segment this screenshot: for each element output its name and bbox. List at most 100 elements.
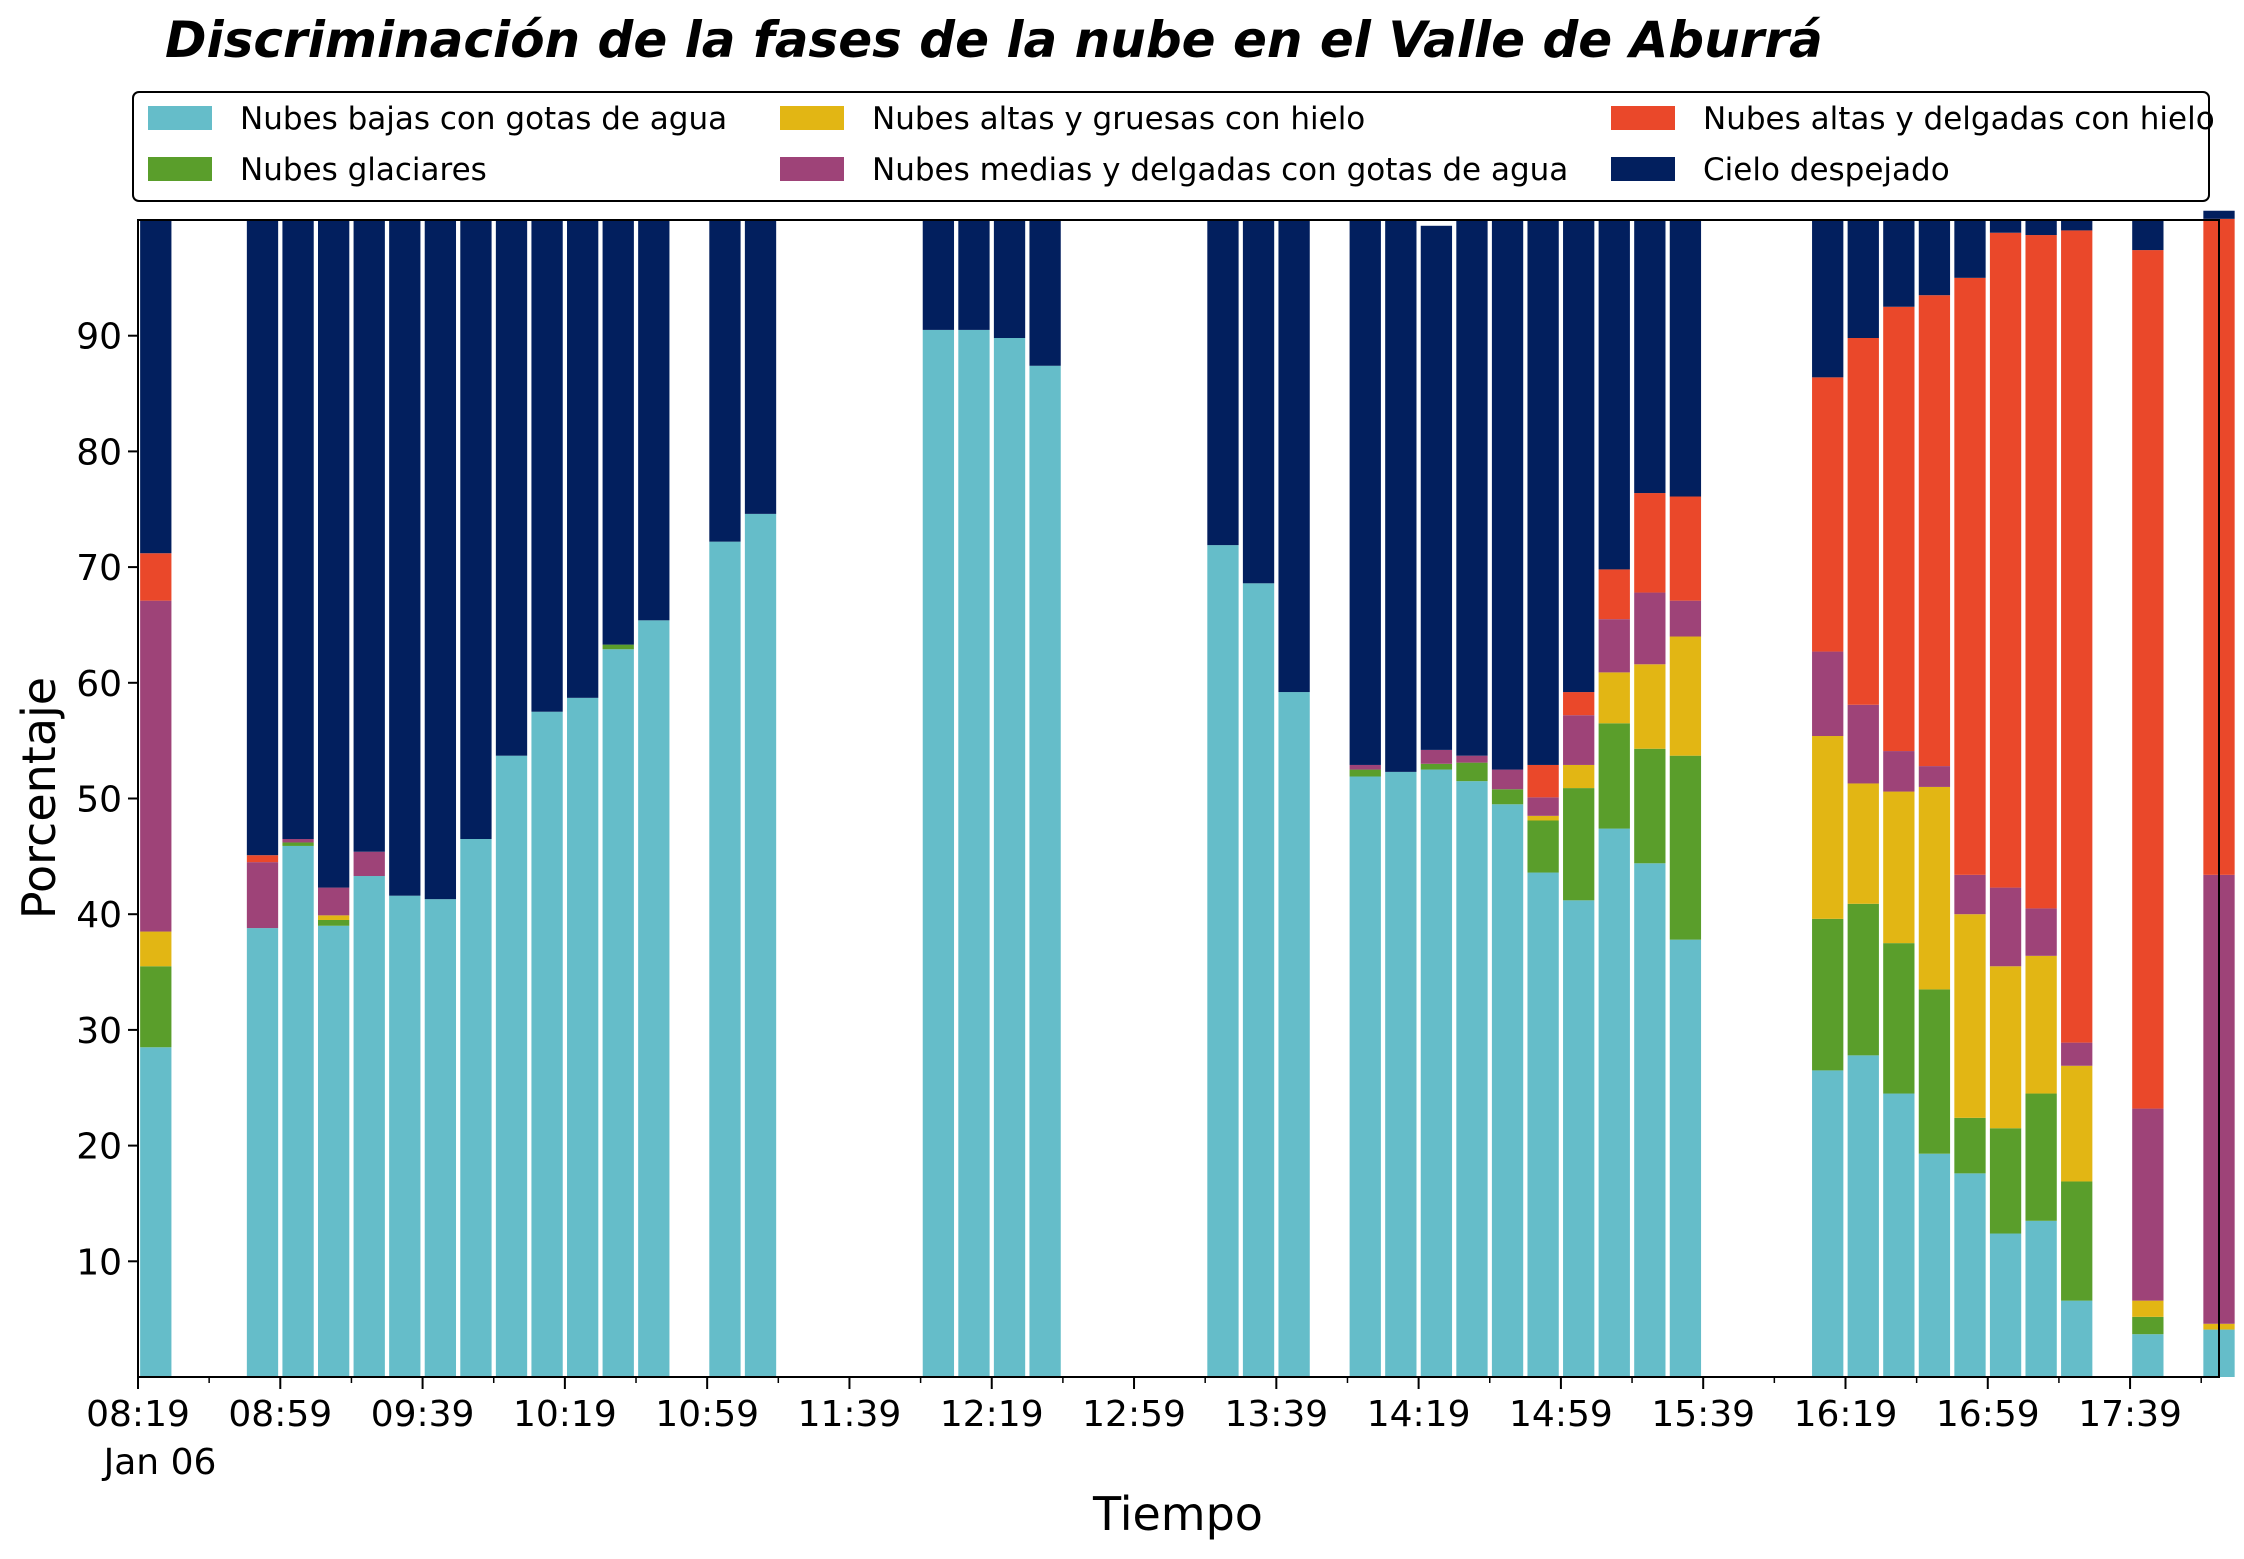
bar-segment-nubes-bajas-con-gotas-de-agua-0819 [140,1047,172,1377]
bar-segment-nubes-bajas-con-gotas-de-agua-1719 [2061,1300,2093,1377]
x-tick-label-1139: 11:39 [798,1394,902,1435]
x-tick-label-1459: 14:59 [1509,1394,1613,1435]
bar-segment-nubes-altas-y-delgadas-con-hielo-1739 [2132,250,2164,1109]
bar-segment-nubes-altas-y-gruesas-con-hielo-1609 [1812,736,1844,919]
bar-segment-nubes-altas-y-gruesas-con-hielo-1659 [1989,966,2022,1129]
bar-segment-nubes-medias-y-delgadas-con-gotas-de-agua-1519 [1634,592,1666,665]
bar-segment-nubes-altas-y-gruesas-con-hielo-1629 [1883,791,1915,944]
bar-segment-nubes-altas-y-delgadas-con-hielo-1459 [1563,692,1595,716]
y-tick-label-90: 90 [76,317,122,358]
bar-segment-nubes-altas-y-delgadas-con-hielo-1509 [1598,569,1630,620]
bar-segment-nubes-glaciares-1719 [2061,1181,2093,1301]
bar-segment-cielo-despejado-1029 [602,220,634,645]
bar-segment-nubes-glaciares-1529 [1669,755,1702,940]
bar-segment-nubes-glaciares-1459 [1563,788,1595,901]
bar-segment-nubes-bajas-con-gotas-de-agua-0849 [246,928,279,1377]
bar-segment-nubes-glaciares-0819 [140,966,172,1048]
bar-segment-cielo-despejado-1449 [1527,220,1559,765]
bar-segment-nubes-medias-y-delgadas-con-gotas-de-agua-0819 [140,600,172,932]
bar-segment-cielo-despejado-1209 [958,220,990,330]
bar-segment-nubes-altas-y-gruesas-con-hielo-1739 [2132,1300,2164,1317]
bar-segment-nubes-bajas-con-gotas-de-agua-1029 [602,649,634,1377]
bar-segment-nubes-medias-y-delgadas-con-gotas-de-agua-1439 [1491,769,1524,790]
legend-swatch-cielo-despejado [1611,157,1675,181]
legend-swatch-nubes-bajas-con-gotas-de-agua [148,106,212,130]
y-tick-label-20: 20 [76,1127,122,1168]
legend: Nubes bajas con gotas de agua Nubes altas… [132,91,2215,202]
bar-segment-nubes-altas-y-gruesas-con-hielo-0909 [318,915,350,920]
bar-segment-nubes-bajas-con-gotas-de-agua-1449 [1527,872,1559,1377]
bar-segment-cielo-despejado-0859 [282,220,314,839]
legend-label-nubes-altas-y-gruesas-con-hielo: Nubes altas y gruesas con hielo [872,101,1365,137]
x-tick-label-1259: 12:59 [1082,1394,1186,1435]
legend-label-nubes-altas-y-delgadas-con-hielo: Nubes altas y delgadas con hielo [1703,101,2215,137]
bar-segment-nubes-medias-y-delgadas-con-gotas-de-agua-1709 [2025,908,2057,956]
bar-segment-cielo-despejado-1039 [638,220,670,621]
x-tick-label-1419: 14:19 [1367,1394,1471,1435]
legend-label-nubes-glaciares: Nubes glaciares [240,152,487,188]
bar-segment-nubes-bajas-con-gotas-de-agua-1319 [1207,545,1239,1377]
y-axis: 10 20 30 40 50 60 70 80 90 [76,317,138,1283]
bar-segment-nubes-medias-y-delgadas-con-gotas-de-agua-0909 [318,887,350,916]
legend-swatch-nubes-glaciares [148,157,212,181]
bar-segment-nubes-bajas-con-gotas-de-agua-1509 [1598,828,1630,1377]
bar-segment-cielo-despejado-1659 [1989,220,2022,233]
bar-segment-nubes-altas-y-delgadas-con-hielo-0819 [140,553,172,601]
bar-segment-nubes-altas-y-gruesas-con-hielo-0819 [140,931,172,967]
bar-segment-cielo-despejado-1359 [1349,220,1381,765]
bar-segment-nubes-bajas-con-gotas-de-agua-1109 [744,513,777,1377]
bar-segment-cielo-despejado-1009 [531,220,563,712]
bar-segment-nubes-glaciares-1359 [1349,769,1381,777]
x-date-label: Jan 06 [102,1442,217,1483]
bar-segment-nubes-bajas-con-gotas-de-agua-0949 [460,839,492,1377]
bar-segment-nubes-bajas-con-gotas-de-agua-1529 [1669,939,1702,1377]
bar-segment-nubes-bajas-con-gotas-de-agua-1649 [1954,1173,1986,1377]
bar-segment-nubes-altas-y-gruesas-con-hielo-1619 [1847,783,1879,904]
bar-segment-cielo-despejado-1409 [1385,220,1417,772]
bar-segment-nubes-medias-y-delgadas-con-gotas-de-agua-1649 [1954,874,1986,915]
bar-segment-nubes-glaciares-1439 [1491,789,1524,805]
bar-segment-nubes-altas-y-delgadas-con-hielo-1719 [2061,230,2093,1043]
bar-segment-nubes-bajas-con-gotas-de-agua-0939 [424,899,457,1377]
bar-segment-nubes-altas-y-delgadas-con-hielo-1709 [2025,235,2057,909]
bar-segment-nubes-medias-y-delgadas-con-gotas-de-agua-1659 [1989,887,2022,967]
bar-segment-nubes-bajas-con-gotas-de-agua-1639 [1918,1153,1951,1377]
bar-segment-nubes-medias-y-delgadas-con-gotas-de-agua-1719 [2061,1042,2093,1066]
bar-segment-cielo-despejado-0949 [460,220,492,839]
x-tick-label-0939: 09:39 [371,1394,475,1435]
bar-segment-nubes-glaciares-1609 [1812,918,1844,1071]
bar-segment-cielo-despejado-1319 [1207,220,1239,546]
y-tick-label-40: 40 [76,895,122,936]
bar-segment-nubes-bajas-con-gotas-de-agua-1429 [1456,781,1488,1377]
x-tick-label-1219: 12:19 [940,1394,1044,1435]
bar-segment-cielo-despejado-1619 [1847,220,1879,339]
bar-segment-nubes-glaciares-1449 [1527,820,1559,873]
x-tick-label-1739: 17:39 [2078,1394,2182,1435]
bar-segment-cielo-despejado-1529 [1669,220,1702,497]
bar-segment-nubes-glaciares-0909 [318,919,350,926]
bar-segment-nubes-medias-y-delgadas-con-gotas-de-agua-1529 [1669,600,1702,637]
bar-segment-nubes-bajas-con-gotas-de-agua-1059 [709,541,741,1377]
bar-segment-nubes-altas-y-delgadas-con-hielo-1649 [1954,277,1986,875]
bar-segment-nubes-glaciares-1429 [1456,762,1488,782]
bar-segment-cielo-despejado-1759 [2203,210,2235,219]
bar-segment-cielo-despejado-0959 [495,220,528,756]
bar-segment-nubes-bajas-con-gotas-de-agua-1339 [1278,692,1310,1377]
bar-segment-cielo-despejado-0919 [353,220,385,852]
bar-segment-nubes-bajas-con-gotas-de-agua-1629 [1883,1093,1915,1377]
legend-swatch-nubes-medias-y-delgadas-con-gotas-de-agua [780,157,844,181]
bar-segment-nubes-medias-y-delgadas-con-gotas-de-agua-0849 [246,862,279,929]
y-tick-label-70: 70 [76,548,122,589]
x-tick-label-1339: 13:39 [1224,1394,1328,1435]
bar-segment-nubes-bajas-con-gotas-de-agua-1329 [1242,583,1275,1377]
bar-segment-cielo-despejado-1219 [993,220,1026,339]
bar-segment-cielo-despejado-1509 [1598,220,1630,570]
bar-segment-nubes-altas-y-delgadas-con-hielo-1629 [1883,306,1915,752]
bar-segment-nubes-bajas-con-gotas-de-agua-1619 [1847,1055,1879,1377]
bar-segment-cielo-despejado-1629 [1883,220,1915,307]
bar-segment-nubes-bajas-con-gotas-de-agua-1009 [531,711,563,1377]
bar-segment-nubes-altas-y-gruesas-con-hielo-1649 [1954,914,1986,1118]
bar-segment-cielo-despejado-1429 [1456,220,1488,756]
bar-segment-cielo-despejado-1019 [567,220,599,698]
bar-segment-nubes-bajas-con-gotas-de-agua-1419 [1420,769,1453,1377]
